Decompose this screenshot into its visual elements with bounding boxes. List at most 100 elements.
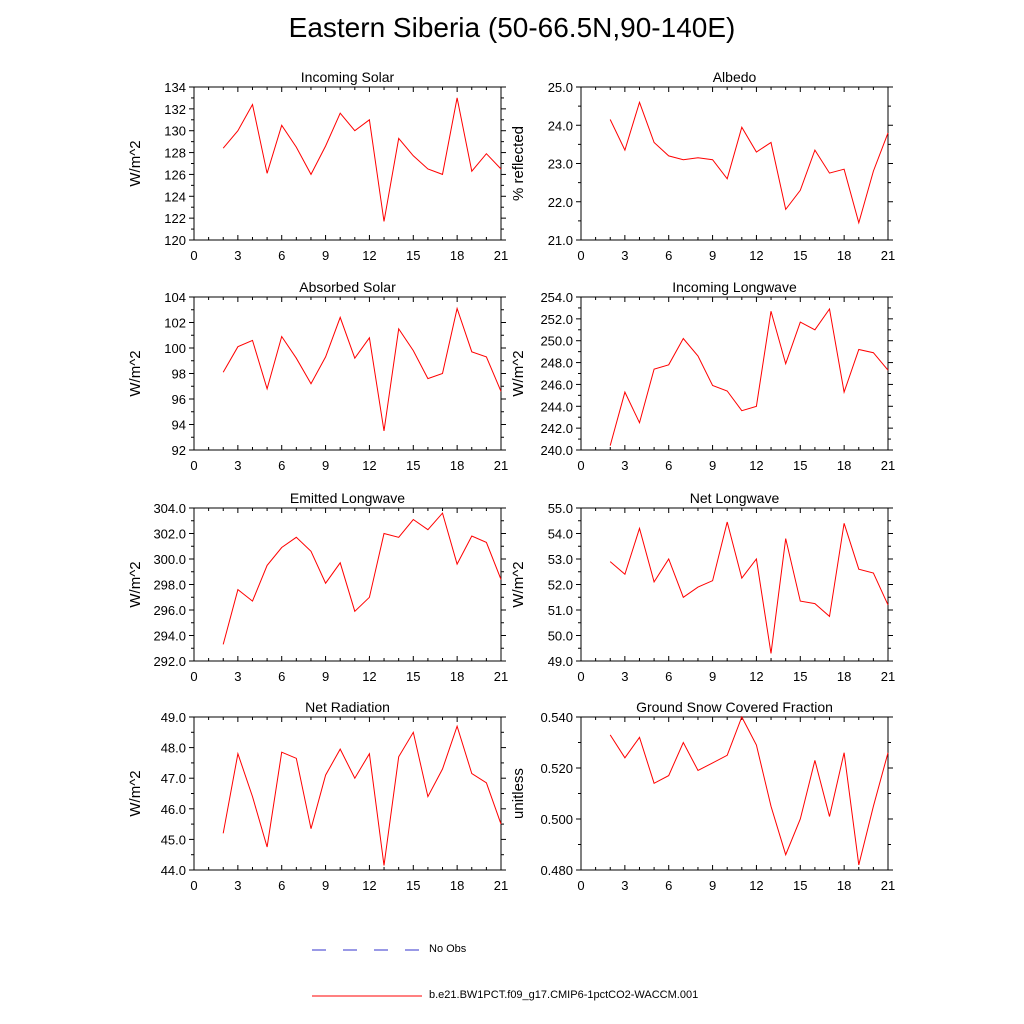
x-tick-label: 3 xyxy=(234,878,241,893)
x-tick-label: 6 xyxy=(665,458,672,473)
legend-series-label: b.e21.BW1PCT.f09_g17.CMIP6-1pctCO2-WACCM… xyxy=(429,989,699,1001)
x-tick-label: 0 xyxy=(577,248,584,263)
x-tick-label: 15 xyxy=(793,669,807,684)
x-tick-label: 12 xyxy=(362,248,376,263)
x-tick-label: 6 xyxy=(278,878,285,893)
series-line xyxy=(222,306,502,431)
x-tick-label: 3 xyxy=(621,248,628,263)
x-tick-label: 21 xyxy=(494,878,508,893)
y-tick-label: 44.0 xyxy=(161,863,186,878)
x-tick-label: 0 xyxy=(190,458,197,473)
chart-panel-1: 0 3 6 9 12 15 18 21 120 122 124 126 128 130 132 134 Inco… xyxy=(127,69,508,263)
y-axis-label: W/m^2 xyxy=(127,561,144,607)
y-axis-label: W/m^2 xyxy=(510,350,527,396)
y-tick-label: 0.500 xyxy=(540,812,573,827)
x-tick-label: 18 xyxy=(450,669,464,684)
y-tick-label: 302.0 xyxy=(153,527,186,542)
x-tick-label: 12 xyxy=(749,878,763,893)
x-tick-label: 21 xyxy=(881,458,895,473)
y-axis-label: W/m^2 xyxy=(510,561,527,607)
y-tick-label: 54.0 xyxy=(548,527,573,542)
x-tick-label: 21 xyxy=(494,458,508,473)
y-tick-label: 304.0 xyxy=(153,501,186,516)
x-tick-label: 9 xyxy=(322,878,329,893)
plot-frame xyxy=(193,716,502,871)
x-tick-label: 18 xyxy=(837,878,851,893)
panel-title: Net Radiation xyxy=(305,699,390,715)
chart-panel-7: 0 3 6 9 12 15 18 21 44.0 45.0 46.0 47.0 48.0 49.0 Net … xyxy=(127,699,508,893)
x-tick-label: 18 xyxy=(450,878,464,893)
x-tick-label: 3 xyxy=(621,458,628,473)
y-axis-label: W/m^2 xyxy=(127,140,144,186)
x-tick-label: 12 xyxy=(749,458,763,473)
chart-panel-5: 0 3 6 9 12 15 18 21 292.0 294.0 296.0 298.0 300.0 302… xyxy=(127,490,508,684)
y-tick-label: 122 xyxy=(164,211,186,226)
x-tick-label: 15 xyxy=(793,878,807,893)
x-tick-label: 15 xyxy=(406,669,420,684)
y-tick-label: 51.0 xyxy=(548,603,573,618)
y-tick-label: 0.540 xyxy=(540,710,573,725)
x-tick-label: 15 xyxy=(406,878,420,893)
x-tick-label: 6 xyxy=(665,248,672,263)
figure-title: Eastern Siberia (50-66.5N,90-140E) xyxy=(288,12,736,43)
y-tick-label: 25.0 xyxy=(548,80,573,95)
x-tick-label: 21 xyxy=(881,878,895,893)
chart-panel-6: 0 3 6 9 12 15 18 21 49.0 50.0 51.0 52.0 53.0 54.0 55.0… xyxy=(510,490,895,684)
x-tick-label: 0 xyxy=(190,669,197,684)
series-line xyxy=(609,100,889,225)
plot-frame xyxy=(580,86,889,241)
y-tick-label: 49.0 xyxy=(548,654,573,669)
y-tick-label: 124 xyxy=(164,189,186,204)
y-tick-label: 22.0 xyxy=(548,195,573,210)
y-tick-label: 296.0 xyxy=(153,603,186,618)
y-tick-label: 292.0 xyxy=(153,654,186,669)
panel-title: Net Longwave xyxy=(690,490,780,506)
x-tick-label: 9 xyxy=(322,248,329,263)
y-tick-label: 244.0 xyxy=(540,399,573,414)
legend xyxy=(312,949,422,997)
panel-title: Emitted Longwave xyxy=(290,490,405,506)
y-tick-label: 23.0 xyxy=(548,157,573,172)
legend-obs-label: No Obs xyxy=(429,943,467,955)
x-tick-label: 15 xyxy=(793,248,807,263)
y-tick-label: 248.0 xyxy=(540,356,573,371)
chart-panel-2: 0 3 6 9 12 15 18 21 21.0 22.0 23.0 24.0 25.0 Albedo % … xyxy=(510,69,895,263)
y-tick-label: 252.0 xyxy=(540,312,573,327)
x-tick-label: 0 xyxy=(577,878,584,893)
plot-frame xyxy=(580,296,889,451)
x-tick-label: 3 xyxy=(234,458,241,473)
y-tick-label: 46.0 xyxy=(161,802,186,817)
x-tick-label: 18 xyxy=(837,248,851,263)
x-tick-label: 9 xyxy=(322,458,329,473)
x-tick-label: 18 xyxy=(837,669,851,684)
x-tick-label: 18 xyxy=(450,458,464,473)
plot-frame xyxy=(580,716,889,871)
x-tick-label: 6 xyxy=(278,458,285,473)
y-axis-label: W/m^2 xyxy=(127,770,144,816)
y-tick-label: 96 xyxy=(172,392,186,407)
panel-title: Incoming Solar xyxy=(301,69,395,85)
y-tick-label: 92 xyxy=(172,443,186,458)
y-tick-label: 49.0 xyxy=(161,710,186,725)
x-tick-label: 6 xyxy=(665,669,672,684)
y-tick-label: 120 xyxy=(164,233,186,248)
y-tick-label: 24.0 xyxy=(548,118,573,133)
chart-panel-4: 0 3 6 9 12 15 18 21 240.0 242.0 244.0 246.0 248.0 250… xyxy=(510,279,895,473)
series-line xyxy=(222,512,502,645)
x-tick-label: 15 xyxy=(793,458,807,473)
x-tick-label: 12 xyxy=(749,248,763,263)
x-tick-label: 3 xyxy=(621,669,628,684)
y-tick-label: 298.0 xyxy=(153,578,186,593)
x-tick-label: 21 xyxy=(881,248,895,263)
y-tick-label: 52.0 xyxy=(548,578,573,593)
x-tick-label: 3 xyxy=(234,669,241,684)
x-tick-label: 6 xyxy=(278,248,285,263)
y-tick-label: 250.0 xyxy=(540,334,573,349)
x-tick-label: 0 xyxy=(577,458,584,473)
x-tick-label: 9 xyxy=(709,248,716,263)
plot-frame xyxy=(580,507,889,662)
panel-title: Ground Snow Covered Fraction xyxy=(636,699,833,715)
y-axis-label: unitless xyxy=(510,768,527,819)
y-tick-label: 300.0 xyxy=(153,552,186,567)
